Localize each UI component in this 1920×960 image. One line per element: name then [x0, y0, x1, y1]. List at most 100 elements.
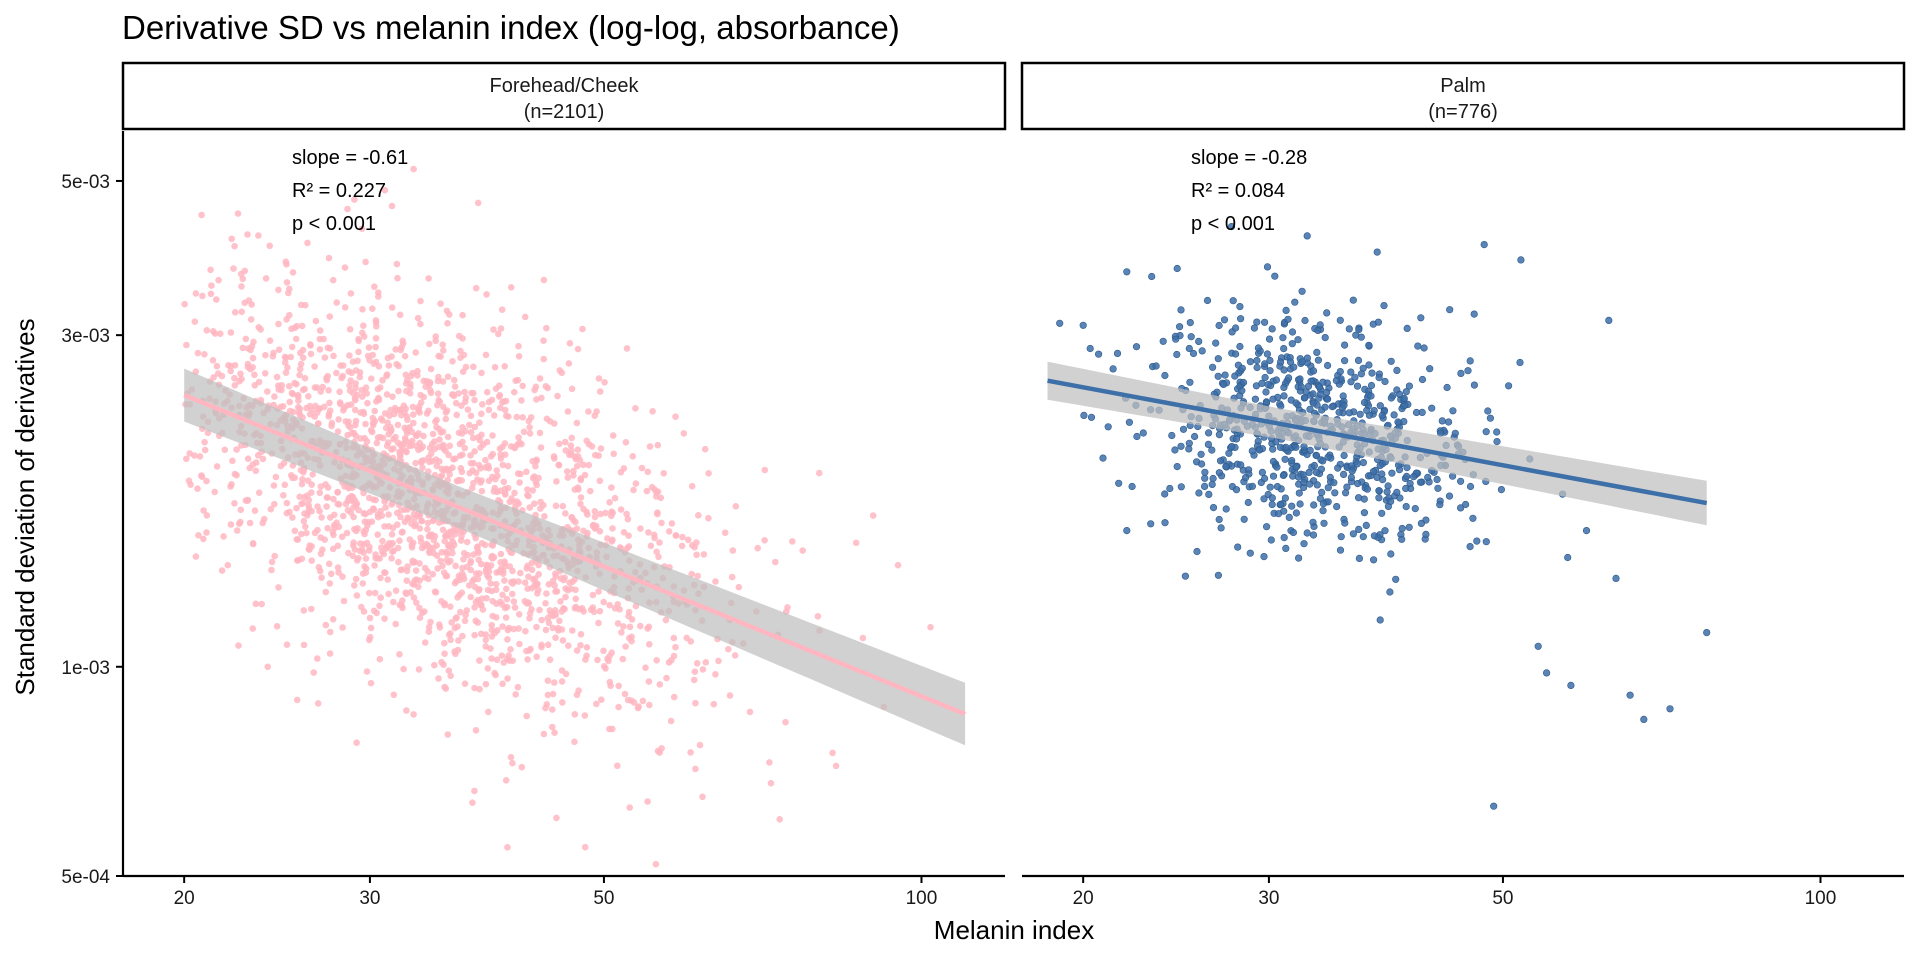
data-point — [328, 570, 335, 578]
data-point — [341, 264, 349, 271]
data-point — [464, 406, 472, 413]
data-point — [498, 306, 506, 314]
data-point — [420, 377, 428, 385]
data-point — [213, 463, 221, 470]
data-point — [417, 399, 425, 406]
data-point — [388, 531, 396, 538]
data-point — [390, 691, 398, 699]
data-point — [1253, 356, 1261, 365]
data-point — [630, 486, 637, 494]
data-point — [568, 385, 576, 393]
data-point — [438, 658, 445, 666]
data-point — [1378, 470, 1386, 478]
data-point — [218, 567, 226, 574]
data-point — [273, 373, 281, 381]
x-axis-title: Melanin index — [934, 915, 1094, 945]
data-point — [705, 514, 712, 522]
data-point — [531, 500, 538, 508]
data-point — [370, 506, 378, 513]
data-point — [1079, 321, 1087, 329]
data-point — [1353, 382, 1362, 390]
data-point — [397, 346, 405, 354]
data-point — [1115, 479, 1123, 487]
data-point — [379, 548, 386, 556]
data-point — [1316, 321, 1324, 329]
annotation-slope: slope = -0.28 — [1191, 147, 1307, 169]
data-point — [585, 461, 592, 469]
data-point — [447, 672, 455, 680]
data-point — [344, 431, 351, 439]
data-point — [635, 703, 642, 710]
data-point — [761, 466, 769, 474]
data-point — [524, 486, 531, 493]
data-point — [491, 669, 498, 677]
data-point — [549, 706, 556, 713]
data-point — [1493, 428, 1501, 436]
data-point — [221, 446, 229, 454]
data-point — [1464, 367, 1472, 375]
data-point — [373, 398, 380, 405]
data-point — [692, 699, 699, 707]
data-point — [336, 388, 343, 396]
data-point — [784, 604, 791, 611]
data-point — [1216, 457, 1225, 465]
data-point — [259, 455, 267, 463]
data-point — [555, 461, 563, 469]
data-point — [305, 393, 312, 400]
data-point — [281, 481, 289, 489]
data-point — [1189, 349, 1198, 358]
data-point — [562, 438, 569, 446]
data-point — [183, 341, 190, 349]
data-point — [392, 346, 400, 353]
data-point — [299, 476, 306, 483]
data-point — [492, 385, 500, 393]
data-point — [424, 526, 431, 533]
data-point — [1292, 399, 1300, 407]
data-point — [1261, 373, 1269, 382]
data-point — [1288, 340, 1296, 348]
data-point — [1403, 324, 1411, 333]
data-point — [519, 414, 526, 421]
data-point — [246, 464, 254, 472]
data-point — [585, 408, 592, 415]
data-point — [496, 445, 504, 453]
data-point — [1362, 521, 1370, 530]
data-point — [600, 647, 607, 655]
data-point — [371, 407, 379, 415]
data-point — [1232, 435, 1241, 443]
data-point — [440, 403, 447, 411]
annotation-r-squared: R² = 0.084 — [1191, 180, 1285, 202]
data-point — [420, 457, 427, 464]
data-point — [499, 680, 506, 688]
data-point — [461, 617, 469, 625]
data-point — [1139, 429, 1147, 437]
data-point — [589, 591, 597, 599]
data-point — [450, 376, 458, 384]
data-point — [663, 674, 670, 682]
data-point — [1434, 484, 1442, 492]
data-point — [1173, 264, 1181, 273]
data-point — [562, 447, 570, 454]
data-point — [211, 330, 219, 337]
data-point — [1309, 399, 1317, 407]
data-point — [493, 600, 500, 607]
data-point — [1387, 394, 1395, 402]
data-point — [281, 359, 289, 366]
data-point — [1269, 395, 1277, 403]
data-point — [596, 528, 604, 535]
data-point — [293, 504, 300, 512]
data-point — [1238, 387, 1246, 395]
data-point — [1212, 339, 1220, 347]
data-point — [316, 489, 324, 497]
data-point — [1418, 408, 1426, 417]
data-point — [238, 308, 245, 316]
data-point — [653, 489, 660, 496]
data-point — [560, 576, 567, 584]
data-point — [201, 446, 209, 454]
data-point — [466, 421, 473, 429]
data-point — [668, 520, 676, 527]
data-point — [615, 682, 622, 690]
data-point — [754, 544, 761, 552]
data-point — [1353, 480, 1362, 488]
data-point — [559, 637, 567, 644]
